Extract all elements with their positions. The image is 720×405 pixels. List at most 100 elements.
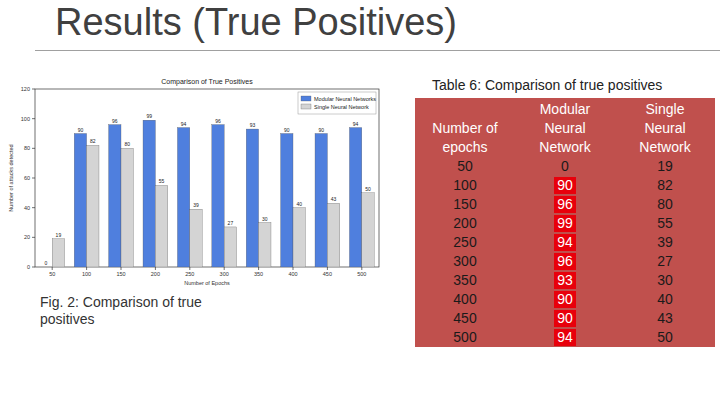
x-tick [121, 267, 122, 270]
x-tick-label: 250 [185, 271, 194, 277]
data-label: 90 [284, 127, 290, 133]
cell-text: 250 [453, 234, 476, 250]
cell-text: 94 [554, 234, 576, 251]
y-tick [32, 237, 35, 238]
cell-text: 150 [453, 196, 476, 212]
y-tick [32, 178, 35, 179]
cell-text: 27 [657, 253, 673, 269]
data-label: 39 [193, 202, 199, 208]
table-cell: 99 [515, 214, 615, 233]
table-cell: 93 [515, 271, 615, 290]
cell-text: 300 [453, 253, 476, 269]
cell-text: 400 [453, 291, 476, 307]
cell-text: 96 [554, 253, 576, 270]
table-cell: 50 [415, 157, 515, 176]
y-tick-label: 60 [24, 175, 30, 181]
x-tick-label: 350 [254, 271, 263, 277]
y-tick [32, 267, 35, 268]
x-axis-label: Number of Epochs [184, 280, 230, 286]
table-cell: 43 [615, 309, 715, 328]
table-row: 200 99 55 [415, 214, 715, 233]
header-cell: Single Neural Network [615, 98, 715, 157]
bar [177, 128, 189, 267]
table-cell: 90 [515, 309, 615, 328]
x-tick [189, 267, 190, 270]
bar [246, 129, 258, 267]
legend-swatch [301, 104, 311, 109]
bar [121, 148, 133, 267]
y-tick-label: 80 [24, 145, 30, 151]
y-tick [32, 118, 35, 119]
x-tick [224, 267, 225, 270]
data-table: Number of epochs Modular Neural Network Si… [415, 98, 715, 347]
table-row: 500 94 50 [415, 328, 715, 347]
table-row: 500 19 [415, 157, 715, 176]
legend-label: Modular Neural Networks [314, 96, 376, 102]
plot-frame [35, 89, 379, 267]
cell-text: 96 [554, 196, 576, 213]
bar [281, 134, 293, 268]
y-tick-label: 100 [21, 116, 30, 122]
cell-text: 200 [453, 215, 476, 231]
cell-text: 30 [657, 272, 673, 288]
bar [315, 134, 327, 268]
x-tick [52, 267, 53, 270]
slide-title: Results (True Positives) [55, 0, 457, 44]
cell-text: 94 [554, 329, 576, 346]
cell-text: 50 [657, 329, 673, 345]
y-axis-label: Number of attacks detected [8, 144, 14, 211]
data-label: 94 [181, 121, 187, 127]
table-cell: 96 [515, 252, 615, 271]
table-row: 450 9043 [415, 309, 715, 328]
data-label: 90 [318, 127, 324, 133]
data-label: 0 [45, 260, 48, 266]
x-tick-label: 50 [49, 271, 55, 277]
table-cell: 100 [415, 176, 515, 195]
bar [87, 145, 99, 267]
column-header: Modular Neural Network [532, 100, 598, 157]
x-tick-label: 150 [116, 271, 125, 277]
table-cell: 80 [615, 195, 715, 214]
cell-text: 19 [657, 158, 673, 174]
header-cell: Modular Neural Network [515, 98, 615, 157]
data-label: 50 [365, 186, 371, 192]
header-cell: Number of epochs [415, 98, 515, 157]
data-label: 30 [262, 216, 268, 222]
table-cell: 200 [415, 214, 515, 233]
y-tick-label: 20 [24, 234, 30, 240]
data-label: 90 [78, 127, 84, 133]
bars [52, 120, 374, 267]
table-cell: 0 [515, 157, 615, 176]
table-row: 150 96 80 [415, 195, 715, 214]
x-tick [155, 267, 156, 270]
table-cell: 39 [615, 233, 715, 252]
data-label: 93 [250, 122, 256, 128]
table-cell: 90 [515, 176, 615, 195]
title-rule [35, 50, 720, 51]
column-header: Single Neural Network [632, 100, 698, 157]
table-cell: 96 [515, 195, 615, 214]
data-label: 40 [296, 201, 302, 207]
bar [212, 125, 224, 267]
table-cell: 30 [615, 271, 715, 290]
cell-text: 90 [554, 291, 576, 308]
table-row: 250 94 39 [415, 233, 715, 252]
bar [52, 239, 64, 267]
y-tick [32, 89, 35, 90]
cell-text: 450 [453, 310, 476, 326]
table-cell: 150 [415, 195, 515, 214]
x-tick-label: 300 [220, 271, 229, 277]
y-tick-label: 120 [21, 86, 30, 92]
cell-text: 93 [554, 272, 576, 289]
figure-caption: Fig. 2: Comparison of true positives [40, 294, 210, 328]
x-tick-label: 500 [357, 271, 366, 277]
legend-label: Single Neural Network [314, 104, 369, 110]
table-cell: 500 [415, 328, 515, 347]
table-cell: 50 [615, 328, 715, 347]
x-tick [327, 267, 328, 270]
table-cell: 350 [415, 271, 515, 290]
cell-text: 90 [554, 177, 576, 194]
chart-title: Comparison of True Positives [161, 78, 253, 86]
cell-text: 55 [657, 215, 673, 231]
x-tick-label: 400 [288, 271, 297, 277]
